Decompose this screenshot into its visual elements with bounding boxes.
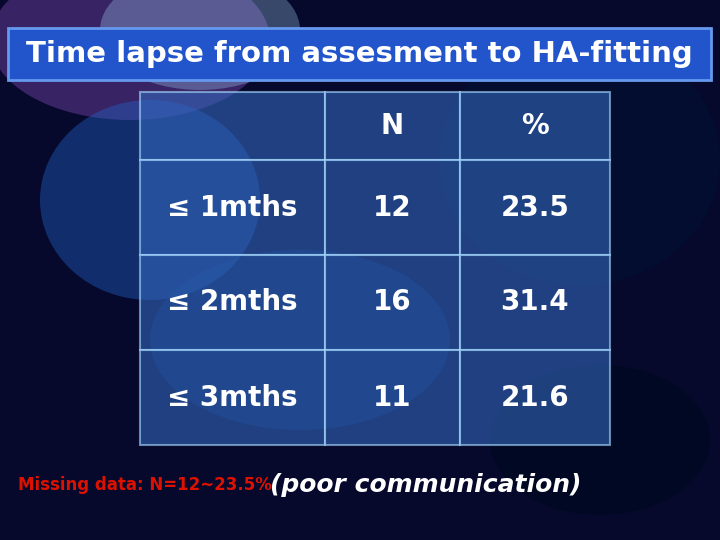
Text: 21.6: 21.6 <box>500 383 570 411</box>
Text: ≤ 3mths: ≤ 3mths <box>167 383 298 411</box>
Text: %: % <box>521 112 549 140</box>
Ellipse shape <box>150 250 450 430</box>
Ellipse shape <box>100 0 300 90</box>
Text: 23.5: 23.5 <box>500 193 570 221</box>
Text: 11: 11 <box>373 383 412 411</box>
Text: Time lapse from assesment to HA-fitting: Time lapse from assesment to HA-fitting <box>26 40 693 68</box>
Bar <box>460 160 610 255</box>
Ellipse shape <box>0 0 270 120</box>
Text: ≤ 2mths: ≤ 2mths <box>167 288 298 316</box>
Bar <box>140 350 325 445</box>
Bar <box>325 92 460 160</box>
FancyBboxPatch shape <box>8 28 711 80</box>
Text: 12: 12 <box>373 193 412 221</box>
Bar <box>325 255 460 350</box>
Text: 31.4: 31.4 <box>500 288 570 316</box>
Text: N: N <box>381 112 404 140</box>
Text: 16: 16 <box>373 288 412 316</box>
Bar <box>325 160 460 255</box>
Bar <box>140 255 325 350</box>
Text: (poor communication): (poor communication) <box>270 473 581 497</box>
Bar <box>460 350 610 445</box>
Bar <box>140 92 325 160</box>
Text: ≤ 1mths: ≤ 1mths <box>167 193 298 221</box>
Bar <box>140 160 325 255</box>
Ellipse shape <box>490 365 710 515</box>
Text: Missing data: N=12~23.5%: Missing data: N=12~23.5% <box>18 476 272 494</box>
Ellipse shape <box>40 100 260 300</box>
Bar <box>460 92 610 160</box>
Bar <box>460 255 610 350</box>
Bar <box>325 350 460 445</box>
Ellipse shape <box>440 35 720 285</box>
